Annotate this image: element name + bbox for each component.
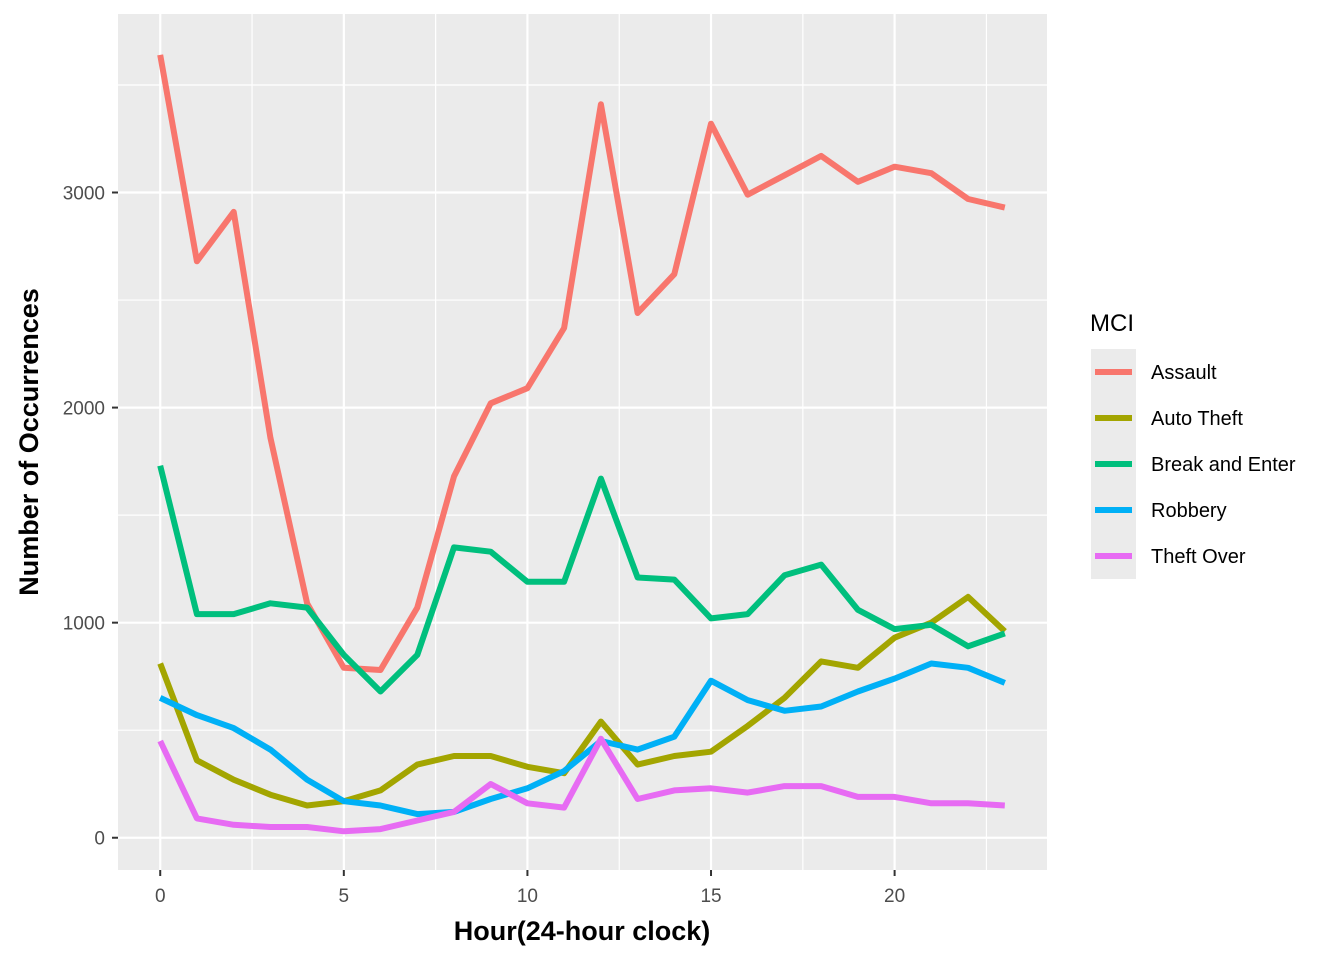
y-axis: 0 1000 2000 3000 [63,184,118,850]
grid-minor [118,14,1047,870]
series-line-theft-over [157,735,1005,835]
series-line-robbery [158,660,1006,818]
legend-title: MCI [1090,310,1134,337]
legend: MCI Assault Auto Theft Break and Enter Robb… [1090,310,1296,579]
y-tick-label: 1000 [63,614,105,635]
x-tick-label: 15 [700,886,721,907]
grid-major [118,14,1047,870]
legend-label-break-and-enter: Break and Enter [1151,454,1296,476]
legend-label-assault: Assault [1151,362,1217,384]
y-tick-label: 3000 [63,184,105,205]
series-lines [157,54,1007,835]
y-tick-label: 2000 [63,399,105,420]
series-line-break-and-enter [157,464,1006,695]
x-tick-label: 0 [155,886,166,907]
x-axis-title: Hour(24-hour clock) [454,916,711,946]
series-line-auto-theft [157,593,1007,809]
legend-label-theft-over: Theft Over [1151,546,1246,568]
legend-label-robbery: Robbery [1151,500,1227,522]
y-axis-title: Number of Occurrences [14,288,44,596]
legend-label-auto-theft: Auto Theft [1151,408,1243,430]
x-tick-label: 10 [517,886,538,907]
y-tick-label: 0 [94,829,105,850]
x-tick-label: 5 [339,886,350,907]
x-axis: 0 5 10 15 20 [155,870,905,907]
x-tick-label: 20 [884,886,905,907]
series-line-assault [157,54,1006,673]
